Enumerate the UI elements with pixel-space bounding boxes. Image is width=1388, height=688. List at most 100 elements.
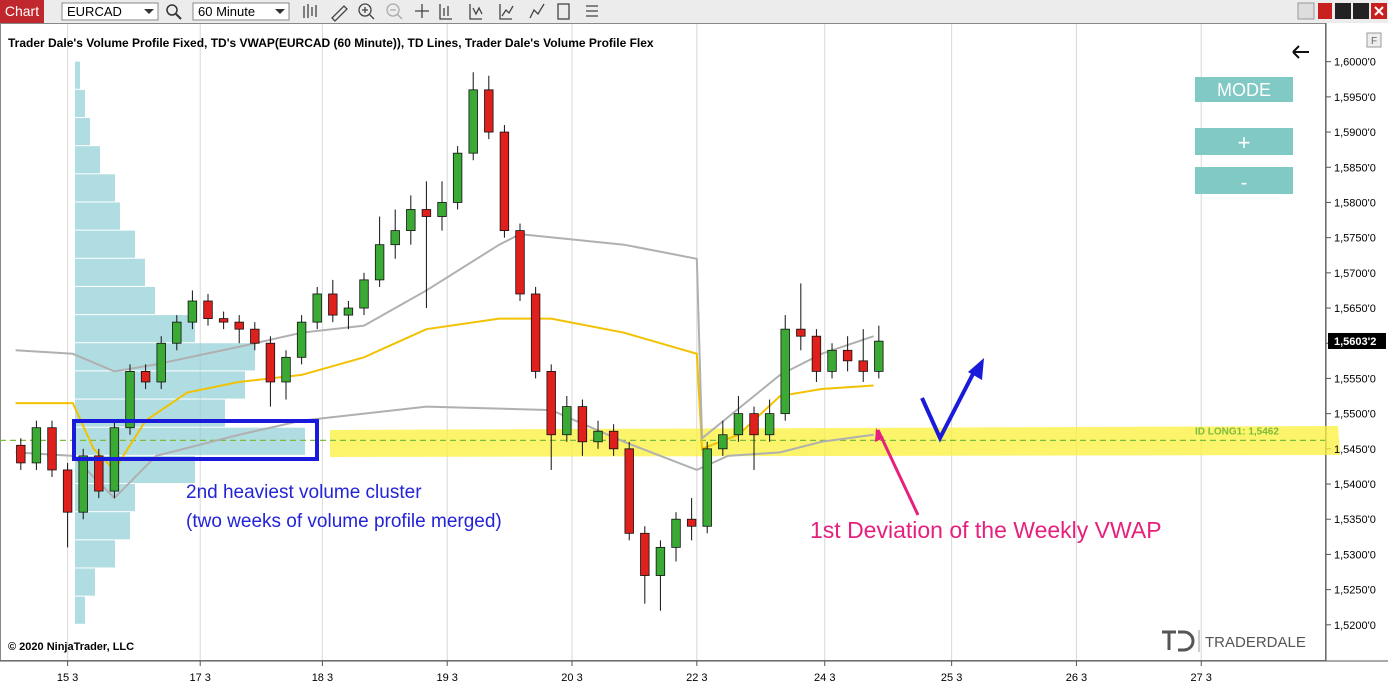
volume-profile-bar — [75, 286, 155, 315]
volume-profile-bar — [75, 568, 95, 596]
candle-body — [406, 209, 416, 232]
y-tick-label: 1,5300'0 — [1334, 549, 1376, 561]
candle-body — [796, 328, 806, 337]
x-tick-label: 25 3 — [941, 672, 962, 684]
period-label: 60 Minute — [198, 4, 255, 19]
chart-tab[interactable] — [0, 0, 44, 23]
candle-body — [858, 360, 868, 372]
plus-button[interactable] — [1195, 128, 1293, 155]
y-tick-label: 1,5700'0 — [1334, 268, 1376, 280]
last-price-label: 1,5603'2 — [1334, 336, 1376, 348]
volume-profile-bar — [75, 596, 85, 624]
indicator-line — [15, 233, 874, 441]
volume-profile-bar — [75, 117, 90, 146]
window-button[interactable] — [1318, 3, 1332, 19]
search-icon-handle — [175, 13, 182, 20]
volume-profile-bar — [75, 512, 130, 540]
candle-body — [47, 427, 57, 471]
candle-body — [874, 340, 884, 372]
x-tick-label: 22 3 — [686, 672, 707, 684]
x-tick-label: 17 3 — [189, 672, 210, 684]
candle-body — [562, 406, 572, 436]
window-button[interactable] — [1335, 3, 1351, 19]
candle-body — [390, 230, 400, 246]
candle-body — [374, 244, 385, 281]
candle-body — [156, 342, 166, 383]
pink-arrowhead — [875, 428, 884, 442]
plus-button-label: + — [1238, 130, 1251, 155]
candle-body — [31, 427, 42, 464]
y-tick-label: 1,5900'0 — [1334, 127, 1376, 139]
candle-body — [172, 321, 182, 344]
logo-mark — [1162, 630, 1195, 652]
candle-body — [452, 152, 463, 203]
f-button[interactable] — [1366, 32, 1382, 48]
y-tick-label: 1,5250'0 — [1334, 585, 1376, 597]
logo-text: TRADERDALE — [1205, 634, 1306, 651]
y-tick-label: 1,5750'0 — [1334, 233, 1376, 245]
candle-body — [234, 321, 244, 330]
candle-body — [842, 349, 853, 362]
candle-body — [608, 430, 619, 450]
volume-profile-bar — [75, 540, 115, 568]
x-tick-label: 26 3 — [1066, 672, 1087, 684]
indicator-title: Trader Dale's Volume Profile Fixed, TD's… — [8, 36, 654, 50]
candle-body — [328, 293, 338, 316]
copyright: © 2020 NinjaTrader, LLC — [8, 641, 134, 653]
candle-body — [484, 89, 494, 133]
traderdale-logo: TRADERDALE — [1162, 630, 1306, 652]
level-label: ID LONG1: 1,5462 — [1195, 426, 1279, 437]
y-tick-label: 1,5650'0 — [1334, 303, 1376, 315]
y-tick-label: 1,5850'0 — [1334, 162, 1376, 174]
cluster-box — [72, 419, 319, 461]
indicator-line — [15, 405, 874, 500]
candle-body — [281, 356, 291, 383]
minus-button-label: - — [1241, 172, 1248, 194]
window-button[interactable] — [1353, 3, 1369, 19]
volume-profile-bar — [75, 427, 305, 455]
f-button-label: F — [1371, 36, 1377, 47]
y-tick-label: 1,6000'0 — [1334, 57, 1376, 69]
pink-arrow — [876, 429, 920, 516]
y-tick-label: 1,5450'0 — [1334, 444, 1376, 456]
window-button[interactable] — [1297, 2, 1315, 20]
search-icon[interactable] — [166, 4, 178, 16]
annotation-text: 1st Deviation of the Weekly VWAP — [810, 517, 1162, 543]
candle-body — [265, 342, 276, 383]
period-select[interactable] — [192, 2, 290, 21]
candle-body — [468, 89, 478, 154]
toolbar-icons[interactable] — [303, 3, 598, 22]
candle-body — [359, 279, 369, 309]
mode-button[interactable] — [1195, 77, 1293, 102]
back-arrow[interactable] — [1292, 45, 1309, 59]
annotation-layer — [330, 426, 1340, 457]
x-tick-label: 19 3 — [437, 672, 458, 684]
mode-button-label: MODE — [1217, 80, 1271, 100]
y-tick-label: 1,5400'0 — [1334, 479, 1376, 491]
candle-body — [624, 448, 634, 534]
x-tick-label: 18 3 — [312, 672, 333, 684]
volume-profile-bar — [75, 61, 80, 89]
candle-body — [764, 413, 775, 436]
candle-body — [811, 335, 822, 372]
volume-profile-bar — [75, 230, 135, 258]
candle-body — [421, 209, 432, 217]
instrument-select[interactable] — [61, 2, 159, 21]
candle-body — [62, 469, 73, 513]
annotation-text: 2nd heaviest volume cluster — [186, 482, 422, 503]
minus-button[interactable] — [1195, 167, 1293, 194]
candle-body — [250, 328, 260, 344]
candle-body — [140, 370, 151, 383]
candle-body — [655, 546, 666, 576]
y-tick-label: 1,5200'0 — [1334, 620, 1376, 632]
highlight-zone — [330, 426, 1340, 457]
candle-body — [827, 349, 837, 372]
close-icon — [1374, 6, 1384, 16]
candle-body — [780, 328, 790, 415]
candle-body — [312, 293, 322, 323]
candle-body — [686, 518, 697, 527]
y-tick-label: 1,5800'0 — [1334, 197, 1376, 209]
volume-profile-bar — [75, 258, 145, 286]
